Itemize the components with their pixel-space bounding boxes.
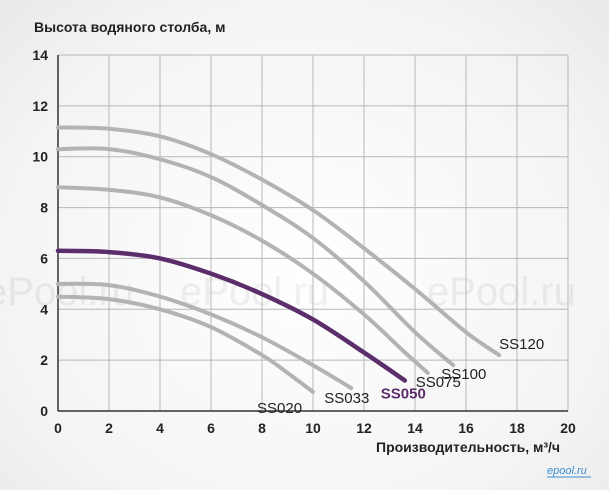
x-tick-label: 4 xyxy=(156,420,164,436)
x-tick-label: 14 xyxy=(407,420,423,436)
x-tick-label: 2 xyxy=(105,420,113,436)
y-tick-label: 0 xyxy=(40,403,48,419)
x-tick-label: 6 xyxy=(207,420,215,436)
tick-labels: 0 2 4 6 8 10 12 14 16 18 20 0 2 4 6 8 10 12 14 xyxy=(32,47,576,436)
grid-lines xyxy=(58,55,568,411)
x-tick-label: 16 xyxy=(458,420,474,436)
series-label-ss100: SS100 xyxy=(441,366,486,383)
y-tick-label: 14 xyxy=(32,47,48,63)
x-tick-label: 18 xyxy=(509,420,525,436)
y-tick-label: 12 xyxy=(32,98,48,114)
series-layer xyxy=(58,127,499,391)
x-tick-label: 8 xyxy=(258,420,266,436)
x-tick-label: 10 xyxy=(305,420,321,436)
x-axis-title: Производительность, м³/ч xyxy=(376,439,560,455)
x-tick-label: 20 xyxy=(560,420,576,436)
x-tick-label: 0 xyxy=(54,420,62,436)
y-tick-label: 8 xyxy=(40,200,48,216)
y-axis-title: Высота водяного столба, м xyxy=(34,19,225,35)
x-tick-label: 12 xyxy=(356,420,372,436)
y-tick-label: 4 xyxy=(40,301,48,317)
series-label-ss120: SS120 xyxy=(499,336,544,353)
watermark-text: ePool.ru xyxy=(0,270,134,314)
logo: epool.ru xyxy=(547,465,591,477)
series-line-ss120 xyxy=(58,127,499,355)
series-label-ss020: SS020 xyxy=(257,400,302,417)
y-tick-label: 10 xyxy=(32,149,48,165)
watermark-text: ePool.ru xyxy=(427,270,576,314)
y-tick-label: 2 xyxy=(40,352,48,368)
series-label-ss033: SS033 xyxy=(324,390,369,407)
logo-text: epool.ru xyxy=(547,465,587,477)
y-tick-label: 6 xyxy=(40,250,48,266)
